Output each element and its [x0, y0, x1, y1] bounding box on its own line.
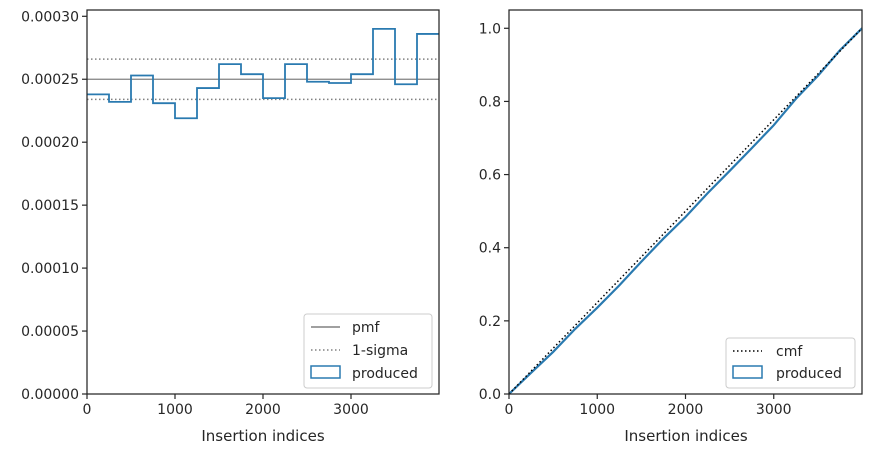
pmf-y-tick-label: 0.00020 [21, 135, 79, 151]
cmf-line [508, 27, 863, 395]
cmf-x-tick-label: 2000 [668, 402, 704, 418]
pmf-legend: pmf 1-sigma produced [303, 313, 433, 389]
cmf-legend: cmf produced [725, 337, 856, 389]
pmf-legend-label: pmf [352, 320, 381, 336]
pmf-x-tick-label: 3000 [333, 402, 369, 418]
pmf-plot: 0 1000 2000 3000 0.00000 0.00005 0.00010 0.000… [21, 9, 440, 445]
cmf-y-tick-label: 1.0 [479, 21, 501, 37]
pmf-y-tick-label: 0.00010 [21, 261, 79, 277]
pmf-x-tick-label: 1000 [157, 402, 193, 418]
cmf-legend-label: cmf [776, 344, 803, 360]
cmf-y-tick-label: 0.8 [479, 94, 501, 110]
cmf-y-tick-label: 0.4 [479, 241, 501, 257]
produced-histogram [87, 27, 439, 120]
cmf-y-tick-label: 0.2 [479, 314, 501, 330]
pmf-x-axis-label: Insertion indices [201, 427, 324, 445]
cmf-x-tick-label: 0 [505, 402, 514, 418]
cmf-y-tick-label: 0.0 [479, 387, 501, 403]
cmf-y-tick-label: 0.6 [479, 168, 501, 184]
produced-legend-label: produced [352, 366, 418, 382]
pmf-y-tick-label: 0.00030 [21, 9, 79, 25]
pmf-y-tick-label: 0.00000 [21, 387, 79, 403]
cmf-produced-legend-label: produced [776, 366, 842, 382]
pmf-x-tick-label: 2000 [245, 402, 281, 418]
pmf-y-tick-label: 0.00025 [21, 72, 79, 88]
pmf-y-tick-label: 0.00005 [21, 324, 79, 340]
cmf-plot: 0 1000 2000 3000 0.0 0.2 0.4 0.6 0.8 1.0 Inserti… [479, 9, 863, 445]
cmf-x-axis-label: Insertion indices [624, 427, 747, 445]
cmf-x-tick-label: 3000 [756, 402, 792, 418]
pmf-x-tick-label: 0 [83, 402, 92, 418]
pmf-y-tick-label: 0.00015 [21, 198, 79, 214]
sigma-legend-label: 1-sigma [352, 343, 408, 359]
cmf-x-tick-label: 1000 [579, 402, 615, 418]
produced-legend-handle [310, 365, 341, 379]
cmf-produced-legend-handle [732, 365, 763, 379]
produced-cumulative-line [508, 27, 863, 395]
